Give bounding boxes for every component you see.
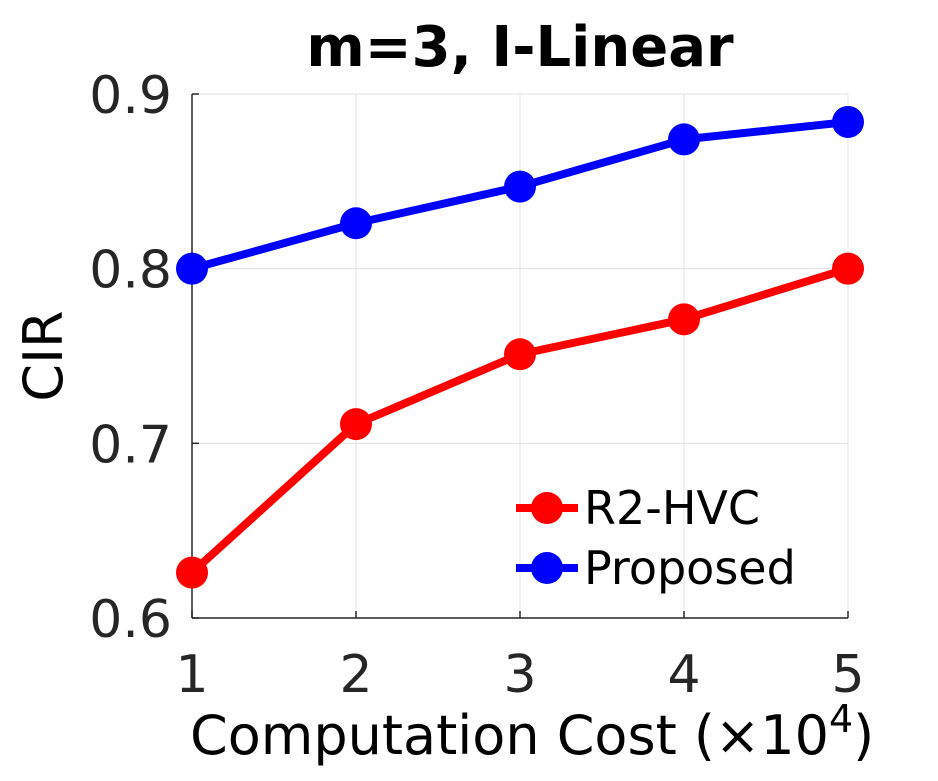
y-tick-label: 0.6 <box>89 590 172 650</box>
data-point <box>668 123 700 156</box>
legend: R2-HVC Proposed <box>516 481 796 595</box>
series-group <box>176 105 864 589</box>
legend-label: R2-HVC <box>584 481 760 535</box>
x-tick-label: 3 <box>503 645 536 705</box>
legend-marker <box>531 492 563 524</box>
legend-item: R2-HVC <box>516 481 760 535</box>
series-r2-hvc <box>176 252 864 589</box>
axes <box>191 93 849 619</box>
x-tick-label: 4 <box>667 645 700 705</box>
y-tick-label: 0.7 <box>89 415 172 475</box>
data-point <box>340 207 372 240</box>
tick-labels: 1 2 3 4 5 0.6 0.7 0.8 0.9 <box>89 66 864 705</box>
data-point <box>504 338 536 371</box>
x-axis-label: Computation Cost (×104) <box>190 697 874 767</box>
x-tick-label: 5 <box>831 645 864 705</box>
x-tick-label: 2 <box>339 645 372 705</box>
x-axis-label-exponent: 4 <box>829 697 853 741</box>
data-point <box>340 408 372 441</box>
y-tick-label: 0.9 <box>89 66 172 126</box>
data-point <box>832 105 864 138</box>
data-point <box>668 303 700 336</box>
legend-label: Proposed <box>584 541 796 595</box>
series-proposed <box>176 105 864 285</box>
data-point <box>504 170 536 203</box>
y-tick-label: 0.8 <box>89 241 172 301</box>
x-tick-label: 1 <box>175 645 208 705</box>
legend-item: Proposed <box>516 541 796 595</box>
data-point <box>832 252 864 285</box>
x-axis-label-main: Computation Cost (×10 <box>190 704 829 767</box>
x-axis-label-close: ) <box>853 704 874 767</box>
chart-title: m=3, I-Linear <box>306 15 734 80</box>
data-point <box>176 556 208 589</box>
data-point <box>176 252 208 285</box>
legend-marker <box>531 552 563 584</box>
y-axis-label: CIR <box>12 310 75 401</box>
